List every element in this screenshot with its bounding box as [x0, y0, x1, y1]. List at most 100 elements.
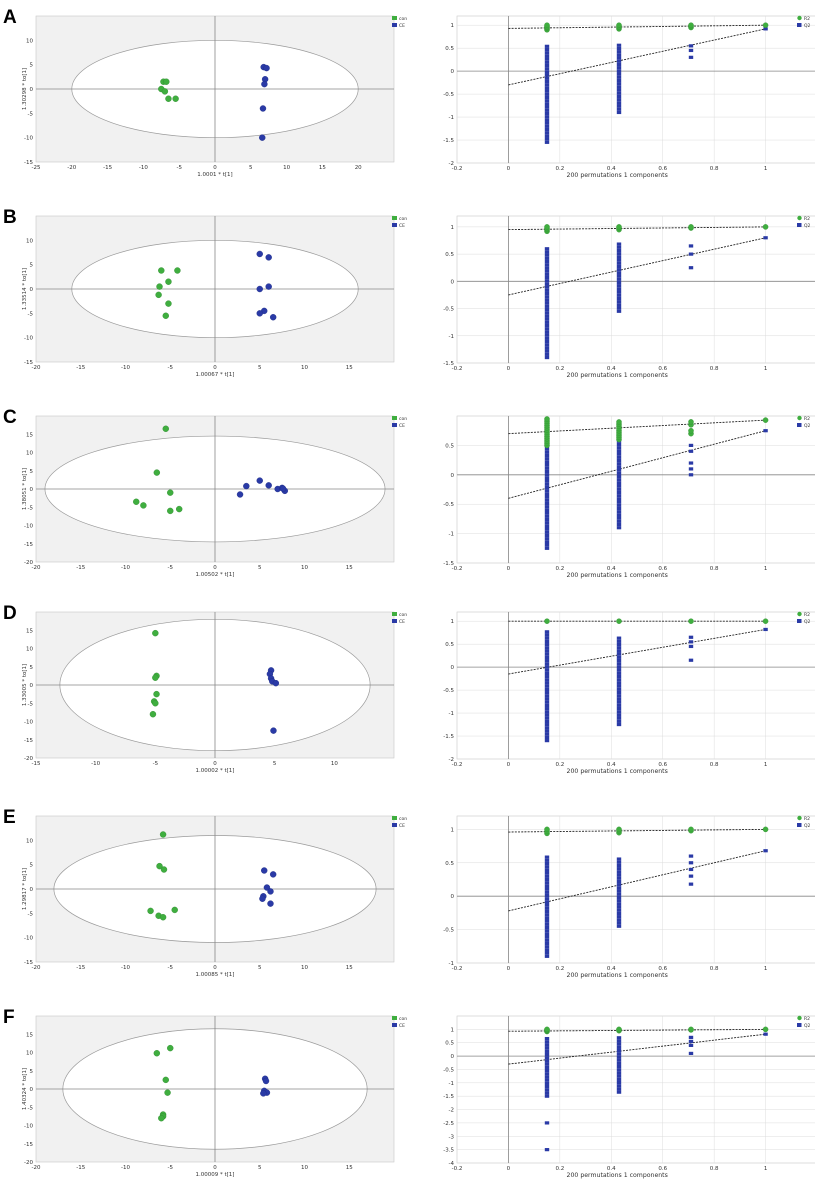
y-tick-label: 1: [451, 225, 455, 231]
q2-point: [544, 1088, 550, 1092]
q2-point: [544, 517, 550, 522]
x-tick-label: 15: [319, 165, 326, 171]
q2-point: [616, 706, 622, 711]
x-tick-label: 0: [507, 762, 511, 768]
x-tick-label: -20: [32, 565, 41, 571]
q2-point: [544, 1049, 550, 1053]
q2-point: [544, 1046, 550, 1050]
permutation-plot-c: -0.2 0 0.2 0.4 0.6 0.8 1 -1.5 -1 -0.5 0 0.5 200 perm…: [443, 415, 815, 579]
y-tick-label: 0: [30, 887, 34, 893]
q2-point: [616, 471, 622, 475]
y-tick-label: 0.5: [445, 252, 454, 258]
x-tick-label: 20: [355, 165, 362, 171]
x-tick-label: 0.2: [555, 966, 564, 972]
con-point: [133, 498, 140, 505]
legend-swatch: [797, 15, 802, 21]
q2-point: [616, 716, 622, 720]
q2-point: [763, 1032, 768, 1036]
q2-point: [616, 487, 622, 491]
r2-point: [544, 826, 550, 833]
y-tick-label: 10: [26, 238, 33, 244]
q2-point: [616, 66, 622, 70]
x-tick-label: 10: [331, 761, 338, 767]
con-point: [167, 1044, 174, 1052]
legend-swatch: [392, 823, 397, 827]
legend-swatch: [392, 423, 397, 427]
legend-swatch: [797, 415, 802, 421]
y-tick-label: 1: [451, 619, 455, 625]
q2-point: [544, 89, 550, 93]
con-point: [162, 312, 169, 319]
x-tick-label: -0.2: [452, 566, 463, 572]
q2-point: [616, 300, 622, 304]
x-tick-label: 15: [346, 565, 353, 571]
q2-point: [688, 443, 694, 447]
q2-point: [763, 236, 768, 240]
q2-point: [544, 681, 550, 685]
ce-point: [262, 1077, 270, 1085]
x-tick-label: 15: [346, 965, 353, 971]
q2-point: [544, 865, 550, 869]
q2-point: [544, 63, 550, 68]
x-tick-label: 0.8: [710, 966, 719, 972]
q2-point: [616, 886, 622, 890]
q2-point: [616, 474, 622, 479]
q2-point: [616, 59, 622, 63]
con-point: [165, 95, 172, 102]
q2-point: [544, 735, 550, 740]
q2-point: [616, 53, 622, 57]
x-tick-label: 0.4: [607, 366, 616, 372]
q2-point: [544, 739, 550, 743]
q2-point: [544, 652, 550, 656]
r2-regression-line: [508, 24, 766, 29]
y-tick-label: 0.5: [445, 861, 454, 867]
q2-point: [616, 462, 622, 466]
x-tick-label: -10: [121, 565, 130, 571]
con-point: [158, 267, 165, 274]
q2-point: [616, 478, 622, 482]
legend-swatch: [392, 216, 397, 220]
q2-point: [616, 513, 622, 517]
legend-swatch: [392, 619, 397, 623]
q2-point: [544, 858, 550, 862]
plot-area: [456, 815, 815, 964]
ce-point: [269, 314, 277, 321]
x-tick-label: 0: [213, 565, 217, 571]
q2-point: [616, 274, 622, 278]
q2-point: [616, 873, 622, 877]
x-tick-label: 0.4: [607, 762, 616, 768]
y-tick-label: 0: [451, 69, 455, 75]
x-tick-label: 5: [258, 965, 262, 971]
x-tick-label: -0.2: [452, 966, 463, 972]
q2-point: [616, 442, 622, 447]
q2-point: [616, 918, 622, 922]
q2-point: [544, 1059, 550, 1063]
q2-point: [688, 1043, 694, 1047]
legend-label: R2: [804, 16, 810, 22]
legend-swatch: [392, 1023, 397, 1027]
q2-point: [616, 1077, 622, 1081]
q2-point: [544, 259, 550, 264]
q2-point: [688, 244, 694, 248]
q2-point: [616, 101, 622, 105]
q2-point: [763, 429, 768, 433]
ce-point: [267, 900, 274, 907]
x-tick-label: -15: [76, 565, 85, 571]
q2-point: [544, 54, 550, 58]
q2-point: [616, 280, 622, 285]
q2-point: [616, 649, 622, 653]
x-tick-label: 0.2: [555, 1166, 564, 1172]
x-tick-label: 0: [507, 166, 511, 172]
q2-point: [544, 298, 550, 302]
q2-point: [616, 449, 622, 453]
q2-point: [616, 879, 622, 884]
q2-regression-line: [508, 629, 766, 675]
q2-point: [616, 245, 622, 249]
y-tick-label: -2: [449, 757, 454, 763]
q2-point: [616, 1071, 622, 1075]
q2-point: [544, 716, 550, 720]
y-tick-label: -5: [28, 311, 34, 317]
q2-point: [688, 44, 694, 48]
q2-point: [616, 271, 622, 275]
con-point: [159, 831, 167, 838]
